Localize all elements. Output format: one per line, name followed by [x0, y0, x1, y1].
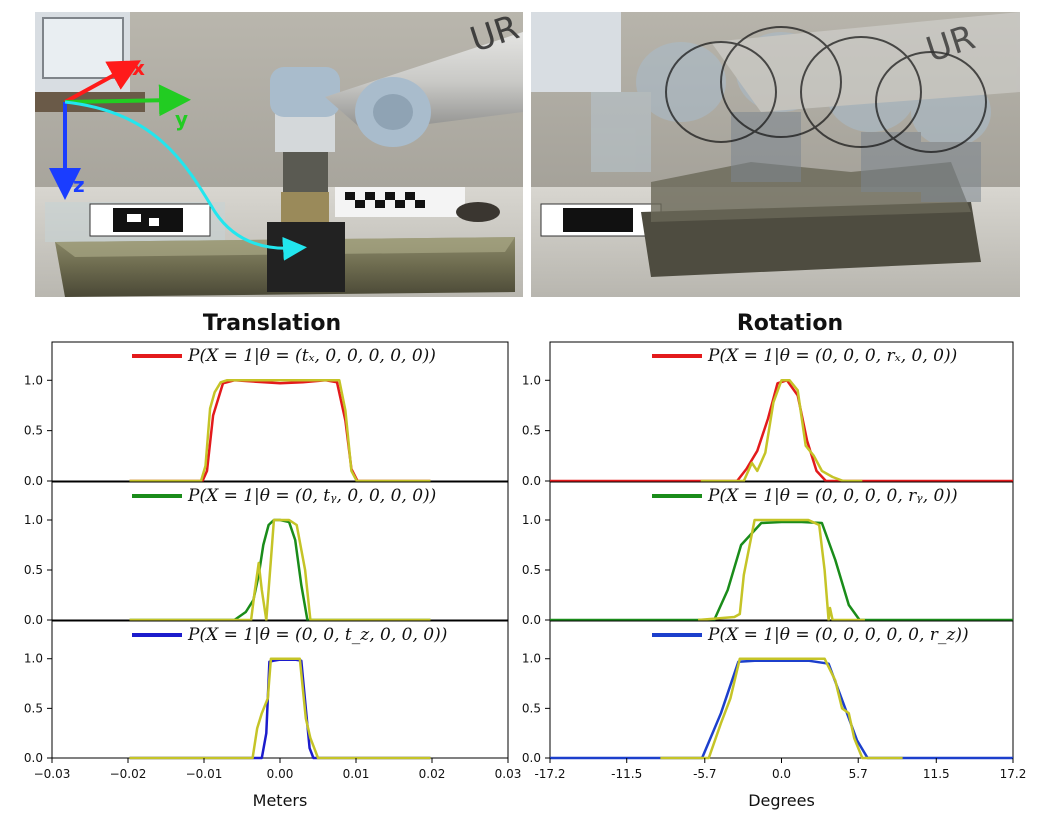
legend-label: P(X = 1|θ = (0, 0, 0, 0, 0, r_z)) — [707, 625, 969, 645]
series-line-model — [550, 520, 1013, 622]
y-tick-label: 1.0 — [24, 513, 43, 527]
x-tick-label: 0.03 — [495, 767, 522, 781]
panel-right-1: 0.0 0.5 1.0 P(X = 1|θ = (0, 0, 0, rₓ, 0, 0)… — [522, 341, 1014, 488]
panel-left-2: 0.0 0.5 1.0 P(X = 1|θ = (0, tᵧ, 0, 0, 0, 0)… — [24, 481, 509, 627]
x-tick-label: 11.5 — [923, 767, 950, 781]
x-axis-label: x — [132, 56, 145, 80]
y-tick-label: 0.0 — [24, 474, 43, 488]
y-tick-label: 1.0 — [522, 513, 541, 527]
series-line-estimate — [697, 518, 865, 622]
panel-left-3: 0.0 0.5 1.0 P(X = 1|θ = (0, 0, t_z, 0, 0, 0… — [24, 620, 522, 810]
x-axis-title-right: Degrees — [748, 791, 815, 810]
panel-frame — [549, 620, 1014, 759]
series-line-estimate — [660, 657, 903, 760]
panel-frame — [549, 481, 1014, 621]
y-tick-label: 0.0 — [522, 613, 541, 627]
x-tick-label: 0.0 — [772, 767, 791, 781]
legend-label: P(X = 1|θ = (0, 0, 0, rₓ, 0, 0)) — [707, 346, 957, 366]
x-tick-label: -17.2 — [534, 767, 565, 781]
panel-frame — [51, 481, 509, 621]
y-tick-label: 0.5 — [522, 701, 541, 715]
y-tick-label: 0.5 — [522, 424, 541, 438]
y-tick-label: 1.0 — [24, 373, 43, 387]
x-tick-label: 17.2 — [1000, 767, 1027, 781]
series-line-estimate — [129, 518, 431, 622]
series-line-model — [129, 518, 431, 622]
x-tick-label: -11.5 — [611, 767, 642, 781]
z-axis-label: z — [73, 173, 85, 197]
panel-right-3: 0.0 0.5 1.0 P(X = 1|θ = (0, 0, 0, 0, 0, r_z… — [522, 620, 1027, 810]
x-tick-label: 5.7 — [849, 767, 868, 781]
y-tick-label: 0.0 — [522, 751, 541, 765]
x-tick-label: −0.02 — [110, 767, 147, 781]
y-tick-label: 0.5 — [24, 701, 43, 715]
series-line-model — [550, 659, 1013, 760]
chart-title-left: Translation — [203, 311, 341, 336]
x-tick-label: 0.02 — [419, 767, 446, 781]
y-tick-label: 0.5 — [24, 563, 43, 577]
legend-label: P(X = 1|θ = (0, 0, 0, 0, rᵧ, 0)) — [707, 486, 958, 506]
legend-label: P(X = 1|θ = (0, 0, t_z, 0, 0, 0)) — [187, 625, 447, 645]
panel-frame — [51, 341, 509, 482]
x-tick-label: −0.01 — [186, 767, 223, 781]
panel-frame — [51, 620, 509, 759]
chart-title-right: Rotation — [737, 311, 843, 336]
y-tick-label: 0.0 — [24, 613, 43, 627]
panel-right-2: 0.0 0.5 1.0 P(X = 1|θ = (0, 0, 0, 0, rᵧ, 0)… — [522, 481, 1014, 627]
y-tick-label: 1.0 — [24, 652, 43, 666]
panel-frame — [549, 341, 1014, 482]
robot-photo-left-drawing: UR x y z — [35, 12, 523, 297]
x-tick-label: −0.03 — [34, 767, 71, 781]
series-line-estimate — [129, 657, 431, 760]
y-tick-label: 0.0 — [24, 751, 43, 765]
robot-photo-right-overlay: UR — [531, 12, 1020, 297]
legend-label: P(X = 1|θ = (0, tᵧ, 0, 0, 0, 0)) — [187, 486, 436, 506]
x-axis-title-left: Meters — [253, 791, 308, 810]
x-tick-label: 0.00 — [267, 767, 294, 781]
y-axis-label: y — [175, 107, 188, 131]
series-line-estimate — [700, 379, 863, 483]
y-tick-label: 1.0 — [522, 652, 541, 666]
x-tick-label: -5.7 — [693, 767, 716, 781]
y-tick-label: 0.5 — [522, 563, 541, 577]
y-tick-label: 1.0 — [522, 373, 541, 387]
panel-left-1: 0.0 0.5 1.0 P(X = 1|θ = (tₓ, 0, 0, 0, 0, 0)… — [24, 341, 509, 488]
x-tick-label: 0.01 — [343, 767, 370, 781]
robot-photo-left: UR x y z — [35, 12, 523, 297]
y-tick-label: 0.0 — [522, 474, 541, 488]
legend-label: P(X = 1|θ = (tₓ, 0, 0, 0, 0, 0)) — [187, 346, 436, 366]
robot-photo-right-drawing: UR — [531, 12, 1020, 297]
series-line-estimate — [129, 379, 431, 483]
y-tick-label: 0.5 — [24, 424, 43, 438]
